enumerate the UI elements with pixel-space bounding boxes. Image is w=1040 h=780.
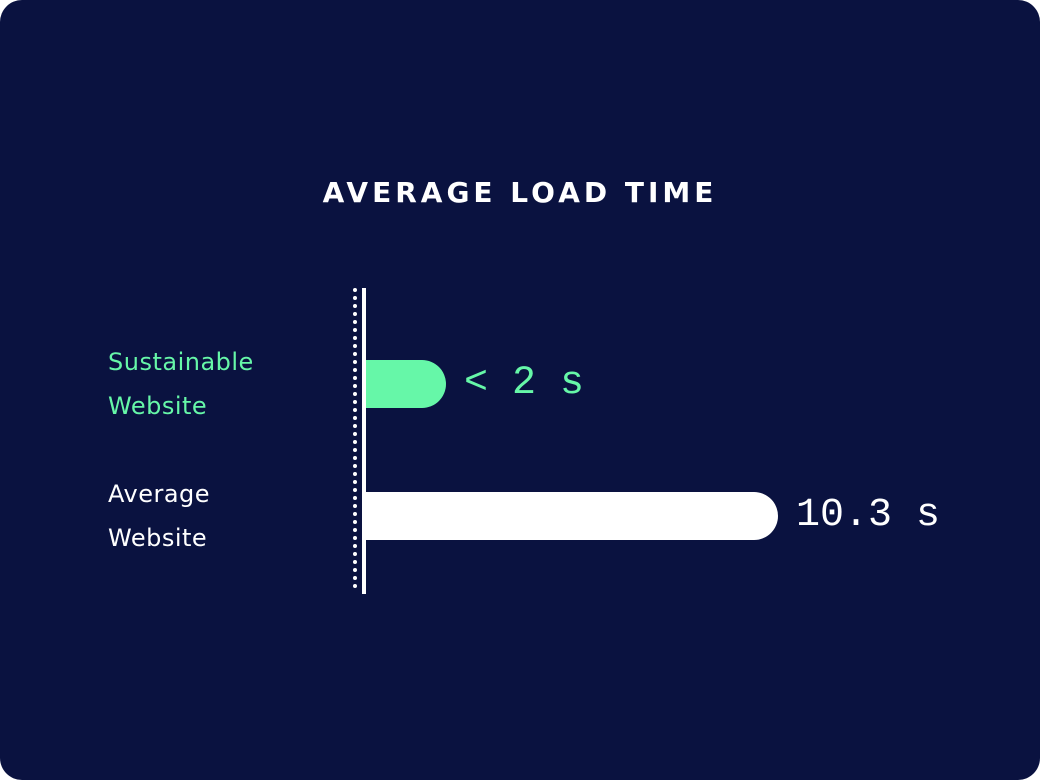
value-label: 10.3 s xyxy=(796,493,941,538)
bar xyxy=(366,492,778,540)
category-label: Average Website xyxy=(108,480,211,552)
chart-title: AVERAGE LOAD TIME xyxy=(322,176,718,209)
bar xyxy=(366,360,446,408)
category-label: Sustainable Website xyxy=(108,348,254,420)
value-label: < 2 s xyxy=(464,361,585,406)
